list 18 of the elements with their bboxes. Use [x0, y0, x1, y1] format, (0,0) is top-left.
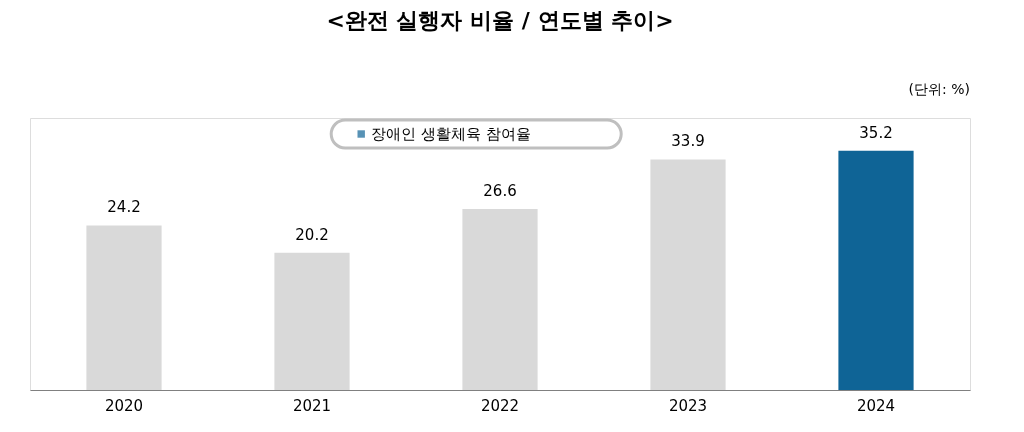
x-tick-label: 2021	[292, 396, 332, 415]
data-label: 33.9	[671, 132, 705, 151]
data-label: 26.6	[483, 182, 517, 201]
x-tick-label: 2023	[668, 396, 708, 415]
bar	[650, 159, 726, 390]
bar	[274, 252, 350, 390]
bar	[86, 225, 162, 390]
bar	[838, 150, 914, 390]
chart-title: <완전 실행자 비율 / 연도별 추이>	[326, 8, 674, 33]
bar	[462, 209, 538, 390]
x-tick-label: 2020	[104, 396, 144, 415]
legend-label: 장애인 생활체육 참여율	[371, 125, 531, 143]
data-label: 20.2	[295, 225, 329, 244]
text: (단위: %)	[908, 81, 970, 97]
data-label: 24.2	[107, 198, 141, 217]
x-tick-label: 2022	[480, 396, 520, 415]
data-label: 35.2	[859, 123, 893, 142]
x-tick-label: 2024	[856, 396, 896, 415]
